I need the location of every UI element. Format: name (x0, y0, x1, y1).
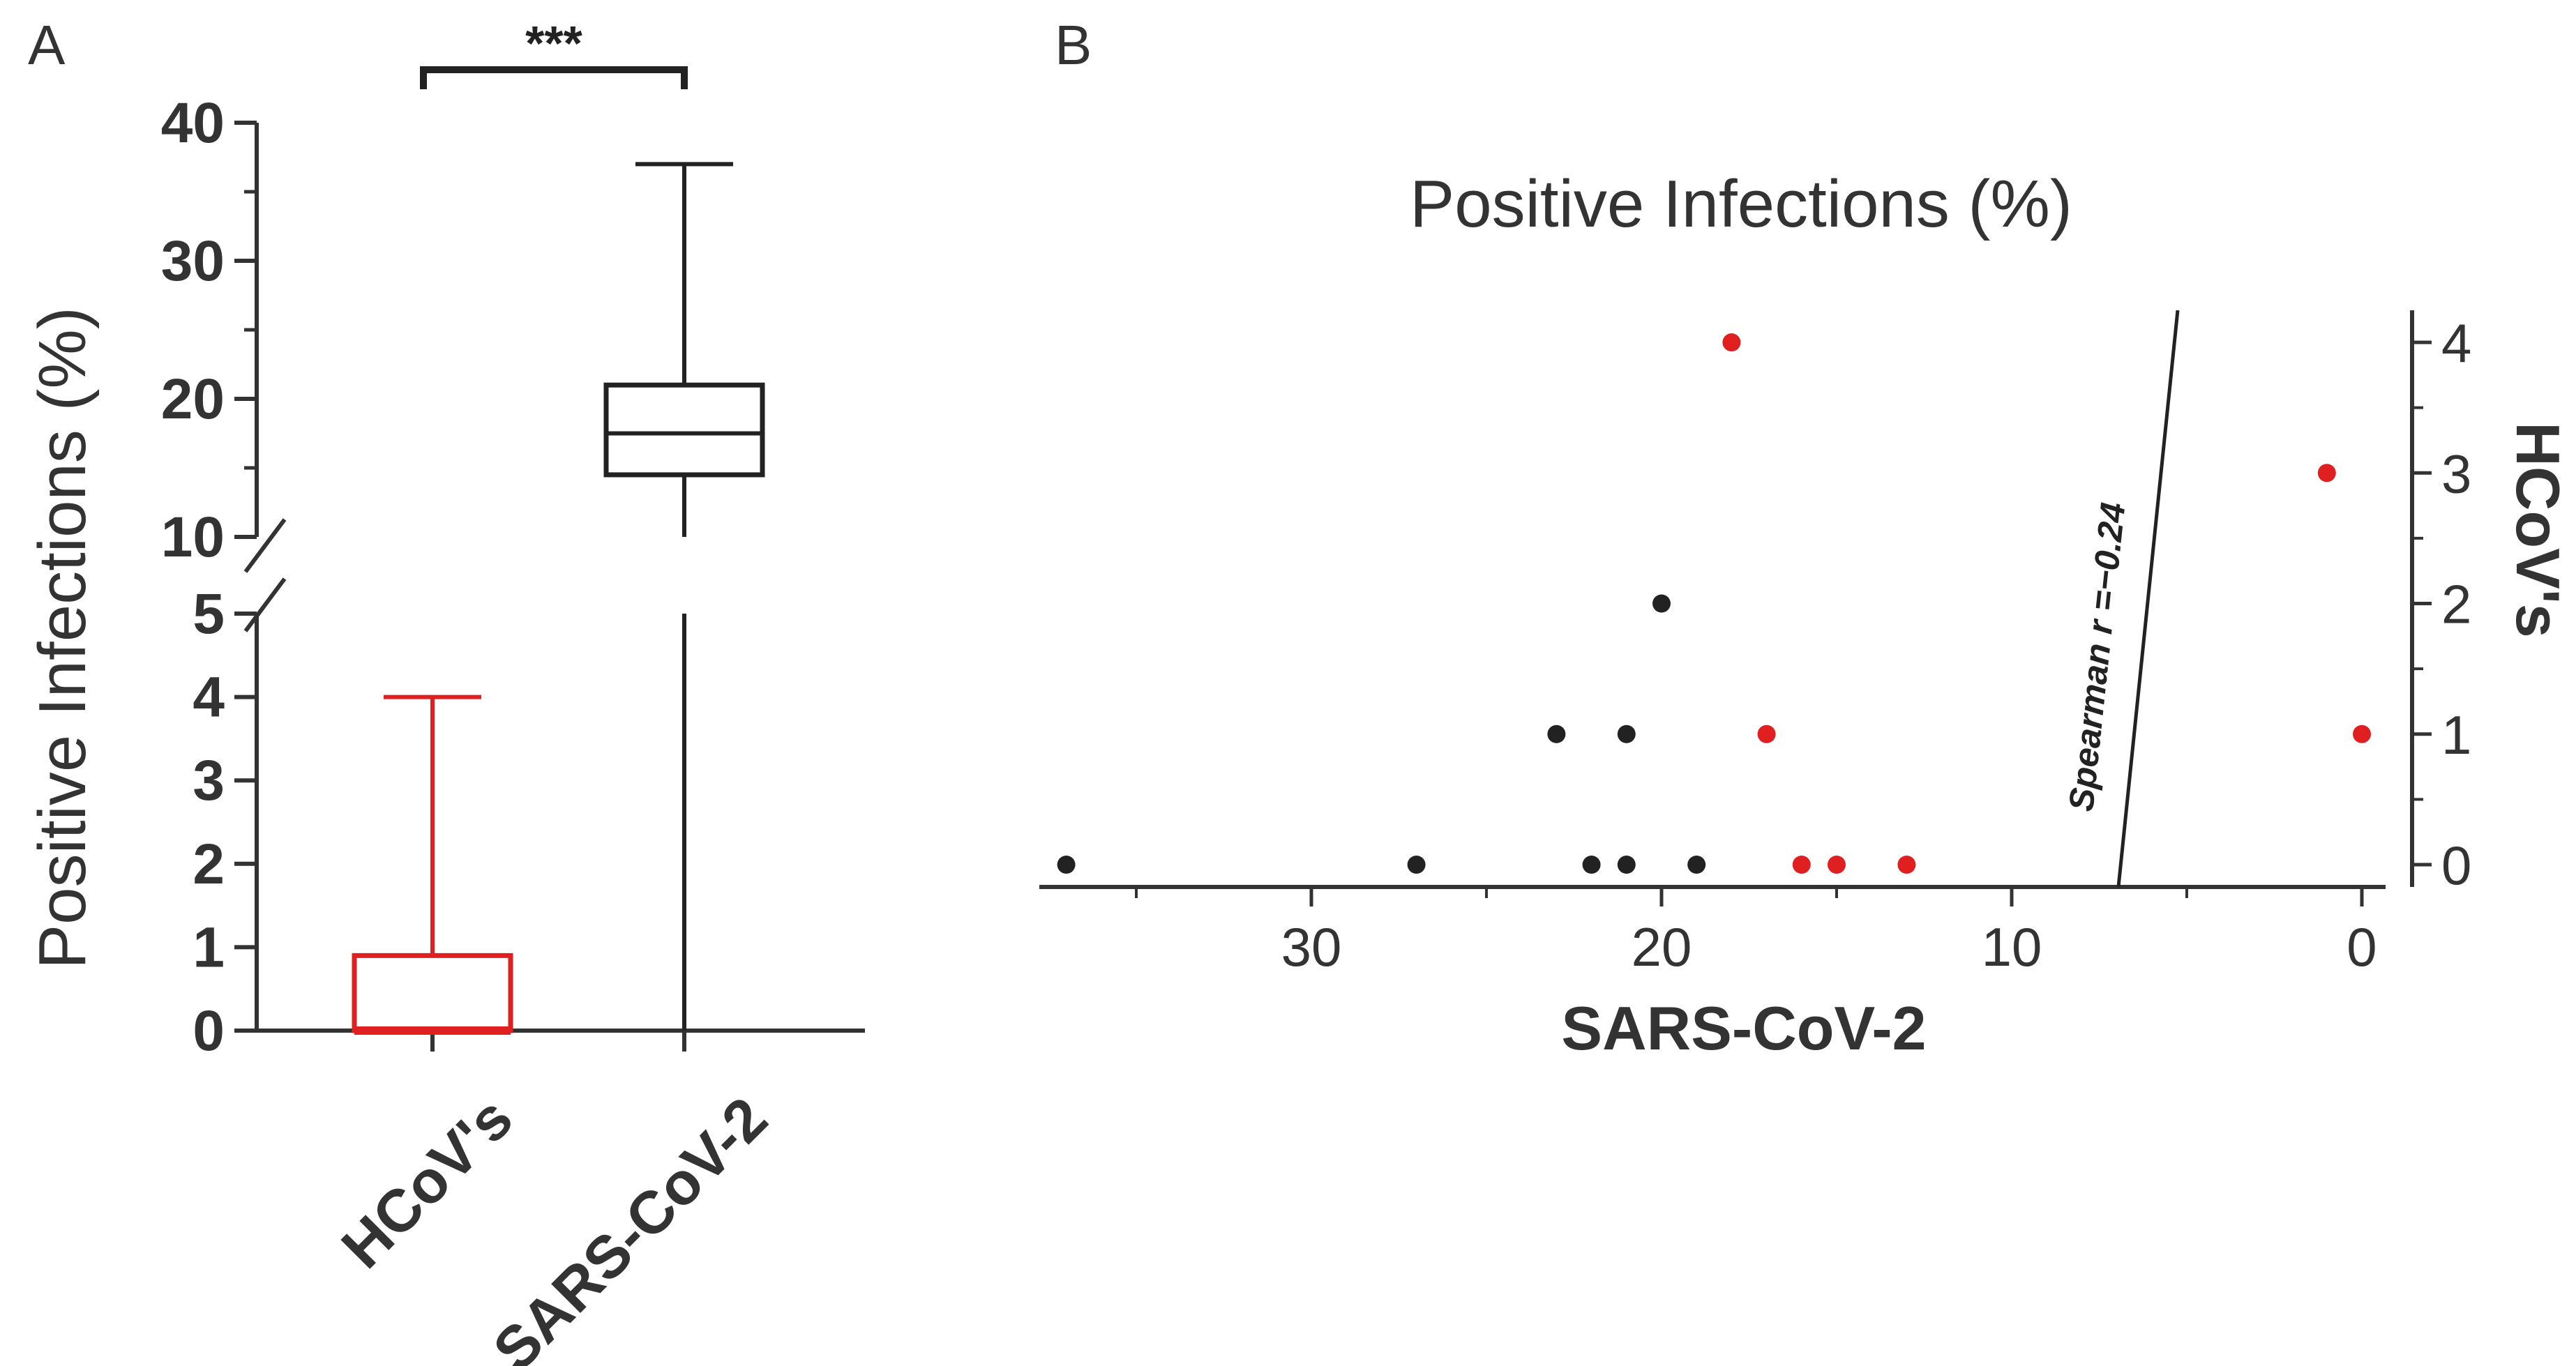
y-tick-label-40: 40 (161, 91, 225, 155)
y-tick-label-3: 3 (2441, 443, 2471, 504)
panel-b-x-ticks: 30 20 10 0 (1135, 887, 2377, 978)
y-tick-label-30: 30 (161, 229, 225, 293)
scatter-point-black (1547, 724, 1566, 743)
panel-b-points (1057, 333, 2371, 874)
panel-b-x-axis-title: SARS-CoV-2 (1561, 994, 1926, 1063)
scatter-point-red (1897, 856, 1916, 874)
axis-break-mark-lower (243, 577, 287, 632)
panel-b-y-ticks: 0 1 2 3 4 (2412, 312, 2471, 896)
panel-a-y-ticks: 0 1 2 3 4 5 10 20 30 40 (161, 91, 257, 1063)
y-tick-label-4: 4 (193, 666, 225, 729)
y-tick-label-10: 10 (161, 506, 225, 569)
panel-b-scatter: B Positive Infections (%) 30 20 10 0 01234 … (1039, 14, 2573, 1063)
box-sars (603, 162, 765, 1031)
y-tick-label-5: 5 (193, 582, 225, 646)
scatter-point-red (1722, 333, 1741, 351)
x-tick-label-0: 0 (2347, 916, 2377, 978)
significance-stars: *** (525, 16, 582, 70)
panel-a-label: A (28, 14, 66, 76)
panel-b-axes (1039, 310, 2414, 889)
panel-a-axes (243, 123, 865, 1052)
y-tick-label-3: 3 (193, 749, 225, 812)
scatter-point-black (1057, 856, 1076, 874)
y-tick-label-20: 20 (161, 367, 225, 431)
spearman-annotation: Spearman r =−0.24 (2061, 501, 2132, 813)
scatter-point-black (1582, 856, 1601, 874)
y-tick-label-0: 0 (2441, 835, 2471, 896)
y-tick-label-2: 2 (2441, 574, 2471, 635)
panel-a-boxes (352, 162, 765, 1035)
y-tick-label-0: 0 (193, 999, 225, 1063)
box-hcov (352, 695, 513, 1035)
panel-b-label: B (1055, 14, 1092, 76)
x-tick-label-20: 20 (1632, 916, 1692, 978)
scatter-point-red (1828, 856, 1846, 874)
scatter-point-black (1617, 724, 1636, 743)
panel-b-y-axis-title: HCoV's (2503, 422, 2573, 637)
scatter-point-black (1687, 856, 1706, 874)
significance-bracket: *** (420, 16, 688, 89)
axis-break-mark-upper (243, 518, 287, 573)
scatter-point-red (2353, 724, 2371, 743)
box-body (603, 382, 765, 478)
box-body (352, 953, 513, 1033)
y-tick-label-2: 2 (193, 833, 225, 896)
panel-b-chart-title: Positive Infections (%) (1410, 167, 2072, 241)
scatter-point-black (1652, 594, 1671, 613)
category-label-hcov: HCoV's (329, 1085, 526, 1282)
scatter-point-black (1617, 856, 1636, 874)
category-label-sars: SARS-CoV-2 (481, 1085, 780, 1366)
panel-a-y-axis-title: Positive Infections (%) (25, 307, 100, 969)
x-tick-label-10: 10 (1982, 916, 2042, 978)
y-tick-label-1: 1 (193, 916, 225, 979)
panel-a-boxplot: A *** Positive Infections (%) 0 1 2 3 4 5 10 20… (25, 14, 865, 1366)
scatter-point-red (2317, 464, 2336, 483)
x-tick-label-30: 30 (1281, 916, 1342, 978)
y-tick-label-4: 4 (2441, 312, 2471, 374)
scatter-point-red (1757, 724, 1776, 743)
scatter-point-black (1407, 856, 1426, 874)
scatter-point-red (1792, 856, 1811, 874)
y-tick-label-1: 1 (2441, 704, 2471, 766)
spearman-line (2116, 310, 2180, 888)
